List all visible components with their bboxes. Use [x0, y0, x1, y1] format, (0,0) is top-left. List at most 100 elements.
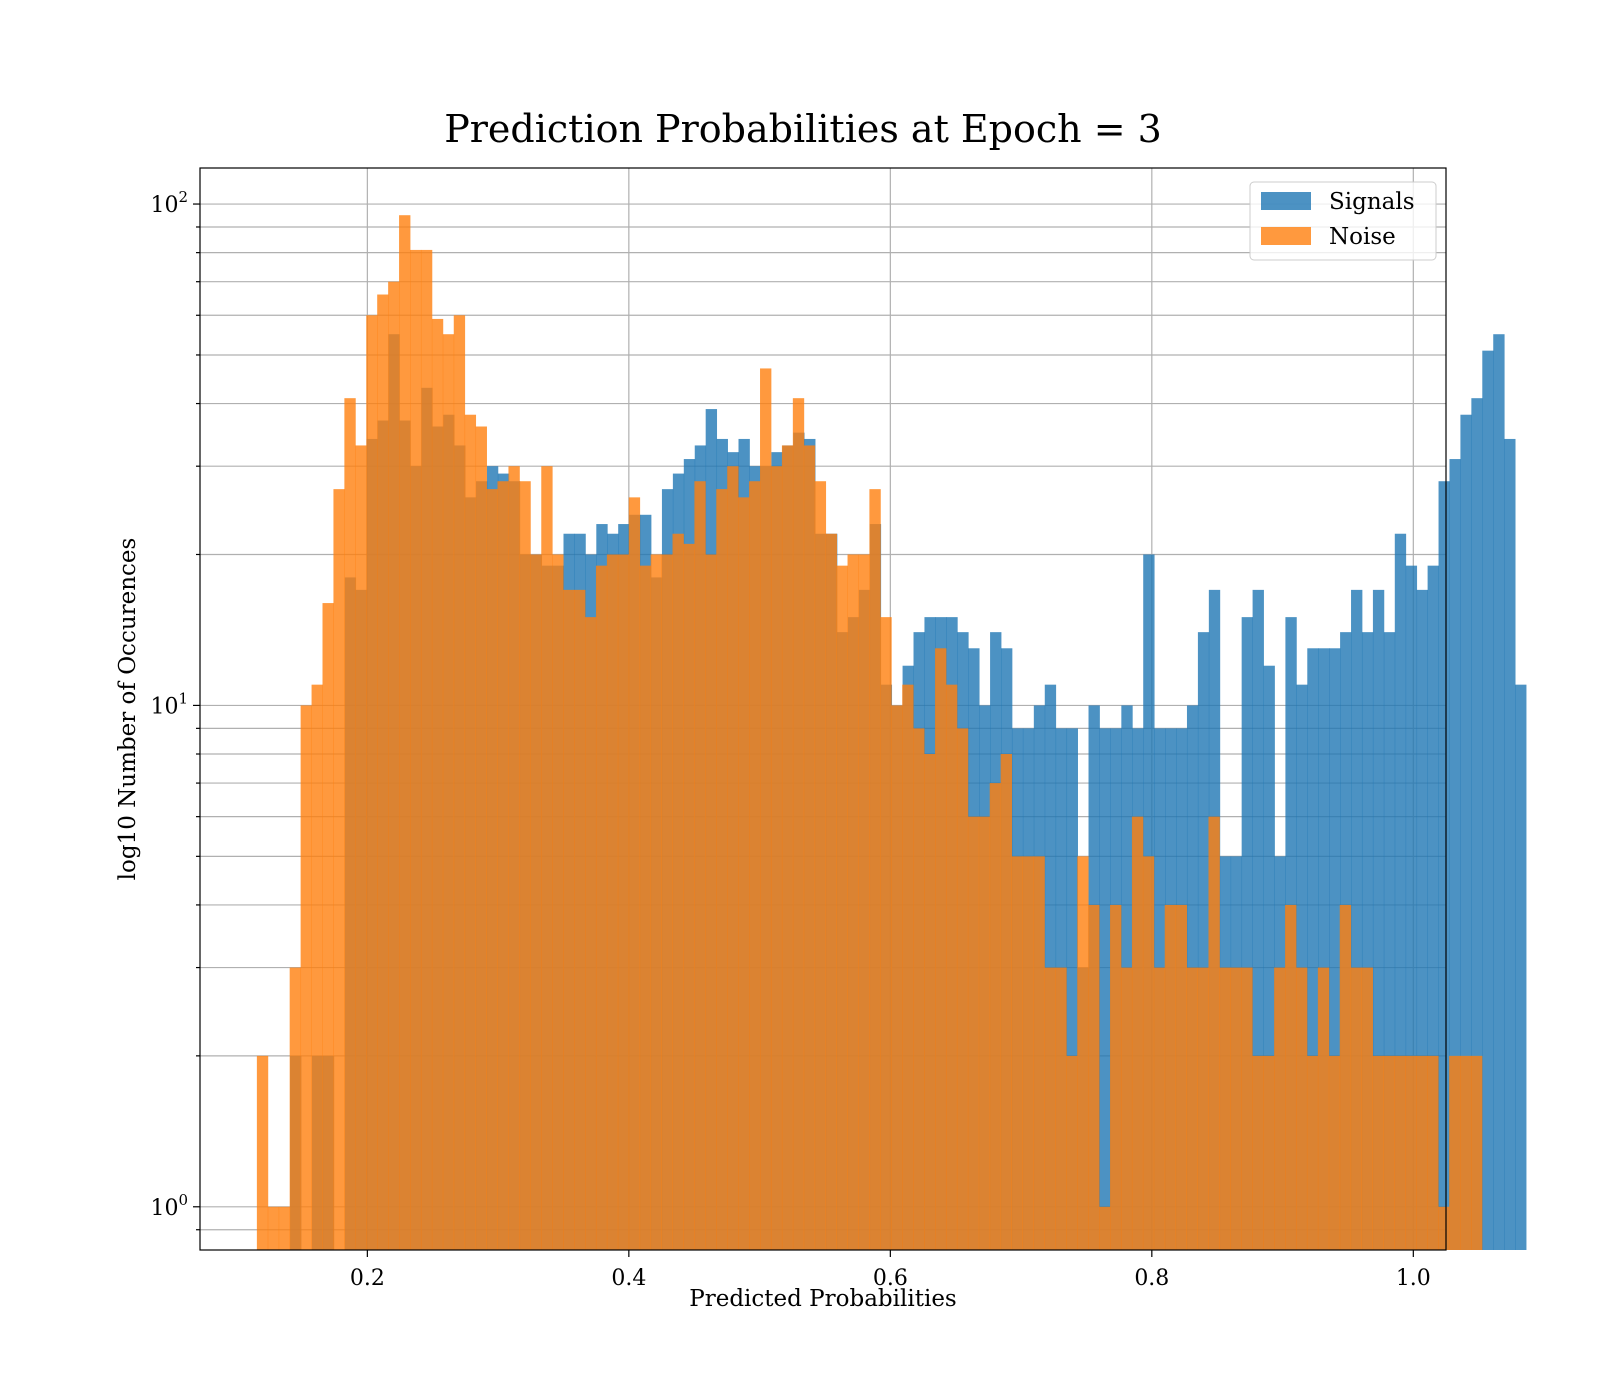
bar-signals: [1263, 665, 1275, 1250]
bar-noise: [1241, 967, 1253, 1250]
bar-noise: [1427, 1055, 1439, 1250]
bar-noise: [322, 603, 334, 1250]
x-tick-label: 1.0: [1396, 1266, 1431, 1291]
bar-noise: [1449, 1055, 1461, 1250]
bar-noise: [595, 565, 608, 1250]
bar-noise: [410, 249, 422, 1251]
bar-noise: [902, 684, 914, 1250]
bar-noise: [1131, 816, 1144, 1250]
bar-noise: [1186, 967, 1198, 1250]
bar-noise: [1000, 754, 1013, 1250]
y-tick-label: 100: [150, 1191, 188, 1221]
bar-noise: [1110, 904, 1122, 1250]
legend-label-signals: Signals: [1329, 189, 1415, 215]
bar-signals: [1438, 481, 1450, 1250]
bar-signals: [1296, 684, 1308, 1250]
bar-noise: [1252, 1055, 1264, 1250]
bar-noise: [399, 215, 411, 1250]
bar-noise: [1066, 1055, 1078, 1250]
bar-noise: [1077, 856, 1089, 1250]
bar-signals: [1252, 589, 1264, 1250]
bar-noise: [617, 554, 630, 1250]
axis-ticks: 0.2 0.4 0.6 0.8 1.0 100 101 102: [150, 188, 1430, 1291]
bar-noise: [464, 414, 477, 1250]
bar-noise: [333, 489, 345, 1250]
bar-noise: [803, 445, 816, 1250]
bar-noise: [606, 554, 619, 1250]
bar-noise: [574, 589, 586, 1250]
bar-signals: [1515, 684, 1527, 1250]
bar-noise: [1416, 1055, 1428, 1250]
bar-signals: [1482, 350, 1494, 1250]
bar-noise: [836, 565, 848, 1250]
legend-label-noise: Noise: [1329, 224, 1396, 250]
bar-signals: [1383, 632, 1396, 1250]
bar-noise: [1285, 904, 1297, 1250]
bar-signals: [1066, 728, 1078, 1250]
bar-noise: [552, 554, 564, 1250]
y-tick-label: 102: [150, 188, 188, 218]
bar-noise: [672, 533, 684, 1250]
bar-noise: [1175, 904, 1188, 1250]
chart-title: Prediction Probabilities at Epoch = 3: [444, 107, 1162, 151]
x-tick-label: 0.8: [1134, 1266, 1169, 1291]
bar-noise: [1394, 1055, 1406, 1250]
bar-noise: [935, 648, 947, 1250]
bar-noise: [738, 497, 750, 1250]
bar-noise: [1383, 1055, 1395, 1250]
bar-signals: [1361, 632, 1374, 1250]
bar-noise: [869, 489, 881, 1250]
bar-noise: [650, 554, 662, 1250]
bar-signals: [1372, 589, 1385, 1250]
bar-noise: [847, 554, 859, 1250]
bar-noise: [1350, 967, 1363, 1250]
bar-noise: [880, 617, 892, 1250]
bar-noise: [1099, 1206, 1111, 1250]
bar-noise: [1274, 967, 1286, 1250]
bar-noise: [1471, 1055, 1483, 1250]
bar-noise: [442, 334, 455, 1250]
bar-noise: [1438, 1206, 1450, 1250]
bar-signals: [1307, 648, 1319, 1250]
bar-noise: [344, 398, 356, 1250]
bar-signals: [1504, 438, 1516, 1251]
bar-noise: [508, 466, 520, 1251]
bar-noise: [1219, 967, 1231, 1250]
bar-noise: [519, 481, 531, 1250]
x-tick-label: 0.4: [611, 1266, 646, 1291]
bar-noise: [716, 489, 728, 1250]
bar-signals: [1394, 533, 1407, 1250]
bar-noise: [289, 967, 302, 1250]
bar-noise: [278, 1206, 291, 1250]
bar-signals: [1427, 565, 1439, 1250]
bar-noise: [300, 705, 312, 1250]
y-axis-label: log10 Number of Occurences: [115, 538, 141, 881]
bar-noise: [705, 554, 717, 1250]
bar-noise: [1460, 1055, 1472, 1250]
bar-noise: [267, 1206, 280, 1250]
bar-signals: [1197, 632, 1210, 1250]
bar-noise: [475, 426, 487, 1251]
plot-frame: [199, 167, 1447, 1251]
bar-noise: [1153, 967, 1166, 1250]
bar-noise: [639, 565, 652, 1250]
bar-noise: [814, 481, 827, 1250]
bar-noise: [924, 754, 936, 1250]
bar-noise: [1197, 967, 1209, 1250]
bar-noise: [431, 318, 444, 1250]
bar-noise: [1208, 816, 1220, 1250]
bar-noise: [661, 554, 673, 1250]
bar-noise: [770, 466, 783, 1251]
bar-noise: [1033, 856, 1045, 1250]
bar-signals: [1318, 648, 1330, 1250]
bar-noise: [1055, 967, 1067, 1250]
bar-noise: [420, 249, 433, 1251]
bar-noise: [453, 315, 466, 1251]
bar-signals: [1044, 684, 1057, 1250]
bar-noise: [1361, 967, 1373, 1250]
bar-noise: [1022, 856, 1034, 1250]
bar-noise: [355, 445, 367, 1250]
bar-noise: [530, 554, 542, 1250]
legend-swatch-signals: [1261, 192, 1311, 210]
